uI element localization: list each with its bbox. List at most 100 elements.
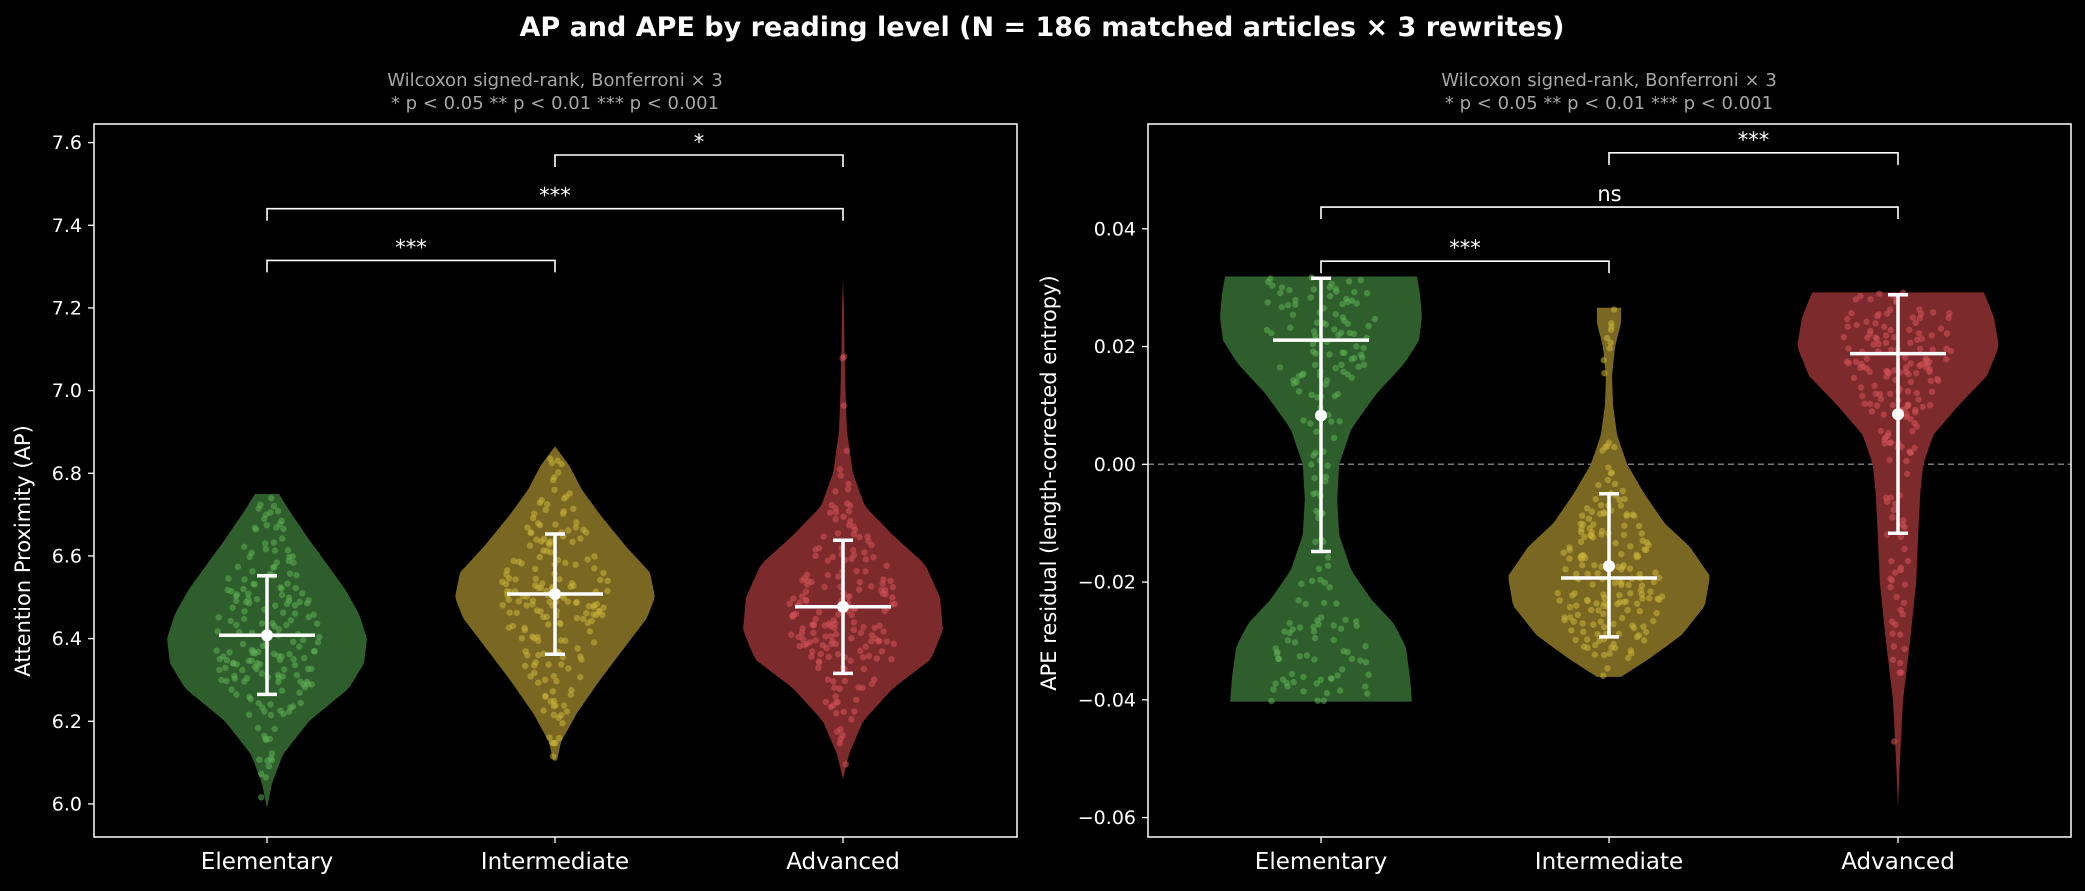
ape-point-intermediate bbox=[1636, 523, 1642, 529]
ap-point-intermediate bbox=[543, 507, 549, 513]
ape-point-intermediate bbox=[1621, 532, 1627, 538]
ap-point-intermediate bbox=[540, 614, 546, 620]
ap-point-elementary bbox=[228, 618, 234, 624]
ap-point-elementary bbox=[222, 665, 228, 671]
ap-point-advanced bbox=[849, 612, 855, 618]
ape-point-intermediate bbox=[1585, 598, 1591, 604]
ape-point-intermediate bbox=[1612, 540, 1618, 546]
ap-point-advanced bbox=[856, 534, 862, 540]
ape-point-elementary bbox=[1359, 354, 1365, 360]
ap-point-elementary bbox=[281, 666, 287, 672]
ape-point-intermediate bbox=[1578, 553, 1584, 559]
ape-point-intermediate bbox=[1588, 607, 1594, 613]
ape-point-intermediate bbox=[1615, 564, 1621, 570]
ape-point-elementary bbox=[1326, 351, 1332, 357]
ape-point-elementary bbox=[1308, 461, 1314, 467]
ape-point-elementary bbox=[1324, 462, 1330, 468]
ape-point-elementary bbox=[1289, 671, 1295, 677]
ap-point-intermediate bbox=[577, 674, 583, 680]
ap-subtitle-line2: * p < 0.05 ** p < 0.01 *** p < 0.001 bbox=[391, 93, 719, 114]
ap-point-advanced bbox=[834, 729, 840, 735]
ape-point-advanced bbox=[1915, 396, 1921, 402]
ap-point-advanced bbox=[835, 573, 841, 579]
ap-point-intermediate bbox=[512, 576, 518, 582]
ape-y-tick-label: −0.02 bbox=[1078, 572, 1136, 594]
ape-x-tick-label-intermediate: Intermediate bbox=[1535, 849, 1683, 875]
ape-point-intermediate bbox=[1601, 357, 1607, 363]
ap-point-intermediate bbox=[500, 602, 506, 608]
ape-point-advanced bbox=[1877, 391, 1883, 397]
ape-point-advanced bbox=[1851, 375, 1857, 381]
ap-point-intermediate bbox=[516, 598, 522, 604]
ap-point-intermediate bbox=[587, 628, 593, 634]
ap-point-intermediate bbox=[574, 615, 580, 621]
ape-point-advanced bbox=[1867, 296, 1873, 302]
ap-point-advanced bbox=[839, 355, 845, 361]
ape-point-intermediate bbox=[1584, 636, 1590, 642]
ap-point-advanced bbox=[828, 704, 834, 710]
ap-point-advanced bbox=[821, 584, 827, 590]
ape-point-elementary bbox=[1311, 656, 1317, 662]
ap-point-elementary bbox=[249, 568, 255, 574]
ape-point-advanced bbox=[1863, 365, 1869, 371]
ape-point-intermediate bbox=[1650, 618, 1656, 624]
ap-point-intermediate bbox=[574, 645, 580, 651]
ap-point-intermediate bbox=[550, 753, 556, 759]
ap-point-intermediate bbox=[561, 495, 567, 501]
ap-point-elementary bbox=[305, 666, 311, 672]
ape-point-advanced bbox=[1920, 404, 1926, 410]
ape-point-advanced bbox=[1888, 494, 1894, 500]
ape-point-intermediate bbox=[1561, 614, 1567, 620]
ap-point-advanced bbox=[832, 488, 838, 494]
ape-point-elementary bbox=[1333, 600, 1339, 606]
ape-point-intermediate bbox=[1567, 547, 1573, 553]
ap-y-tick-label: 6.2 bbox=[52, 711, 82, 733]
ap-point-elementary bbox=[261, 708, 267, 714]
ap-point-intermediate bbox=[523, 602, 529, 608]
ap-point-intermediate bbox=[567, 490, 573, 496]
ap-point-intermediate bbox=[605, 578, 611, 584]
ap-point-advanced bbox=[879, 648, 885, 654]
ape-point-elementary bbox=[1265, 299, 1271, 305]
ape-point-elementary bbox=[1312, 450, 1318, 456]
ape-point-elementary bbox=[1325, 554, 1331, 560]
ap-point-elementary bbox=[292, 610, 298, 616]
ap-point-elementary bbox=[241, 608, 247, 614]
ape-point-advanced bbox=[1846, 360, 1852, 366]
ape-point-elementary bbox=[1361, 345, 1367, 351]
ap-point-advanced bbox=[890, 584, 896, 590]
ap-point-intermediate bbox=[556, 620, 562, 626]
ape-point-elementary bbox=[1287, 325, 1293, 331]
ape-point-elementary bbox=[1303, 601, 1309, 607]
ap-point-elementary bbox=[272, 547, 278, 553]
ape-point-intermediate bbox=[1599, 447, 1605, 453]
ape-point-intermediate bbox=[1571, 590, 1577, 596]
ape-point-intermediate bbox=[1639, 595, 1645, 601]
ap-point-elementary bbox=[262, 540, 268, 546]
ap-point-intermediate bbox=[545, 621, 551, 627]
ape-point-advanced bbox=[1938, 325, 1944, 331]
ap-y-tick-label: 6.0 bbox=[52, 793, 82, 815]
ape-point-advanced bbox=[1909, 428, 1915, 434]
ap-point-elementary bbox=[244, 675, 250, 681]
ap-point-intermediate bbox=[556, 576, 562, 582]
ape-point-advanced bbox=[1892, 570, 1898, 576]
ap-point-intermediate bbox=[528, 673, 534, 679]
ape-point-elementary bbox=[1337, 687, 1343, 693]
ape-point-elementary bbox=[1365, 323, 1371, 329]
ape-point-elementary bbox=[1291, 380, 1297, 386]
ape-point-intermediate bbox=[1572, 637, 1578, 643]
ape-point-intermediate bbox=[1592, 642, 1598, 648]
ape-point-advanced bbox=[1888, 558, 1894, 564]
ape-point-advanced bbox=[1943, 356, 1949, 362]
ape-point-intermediate bbox=[1580, 629, 1586, 635]
ape-point-intermediate bbox=[1631, 625, 1637, 631]
ape-point-intermediate bbox=[1616, 592, 1622, 598]
ap-point-elementary bbox=[294, 672, 300, 678]
ape-point-elementary bbox=[1328, 281, 1334, 287]
ap-point-intermediate bbox=[535, 520, 541, 526]
ape-point-advanced bbox=[1883, 340, 1889, 346]
ape-point-advanced bbox=[1889, 514, 1895, 520]
ap-point-intermediate bbox=[597, 577, 603, 583]
ap-point-advanced bbox=[868, 638, 874, 644]
